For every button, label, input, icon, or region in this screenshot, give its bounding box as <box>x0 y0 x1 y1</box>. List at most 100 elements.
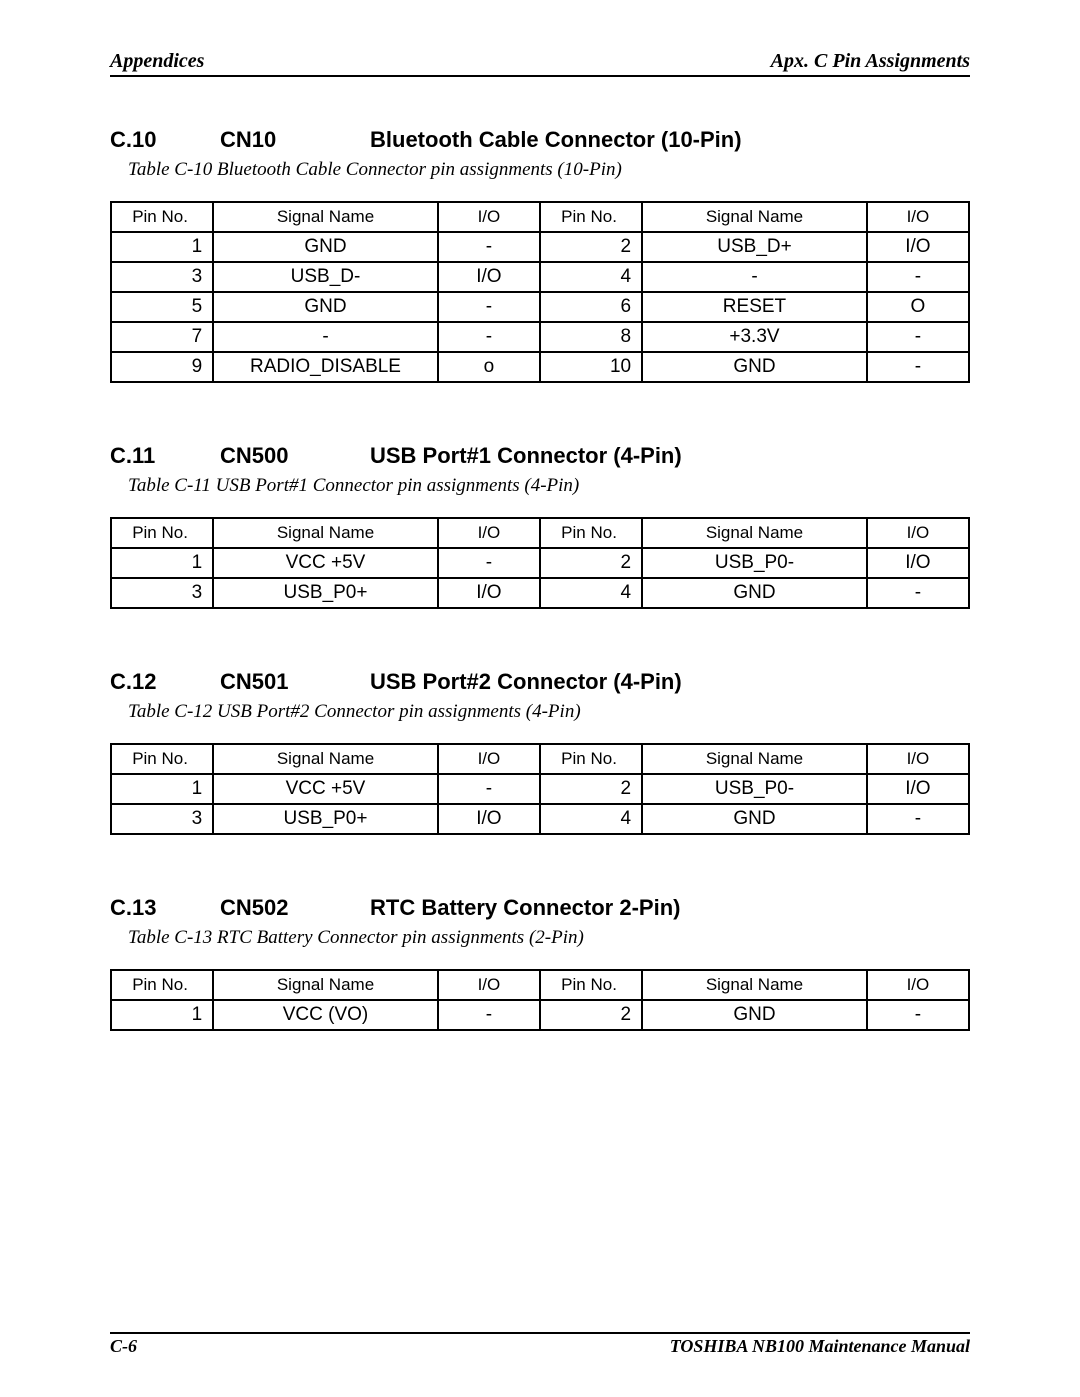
table-cell: 4 <box>540 262 642 292</box>
page-footer: C-6 TOSHIBA NB100 Maintenance Manual <box>110 1332 970 1357</box>
table-cell: +3.3V <box>642 322 867 352</box>
table-cell: o <box>438 352 540 382</box>
table-cell: I/O <box>867 548 969 578</box>
table-cell: USB_P0+ <box>213 804 438 834</box>
section-connector: CN500 <box>220 443 330 469</box>
table-cell: - <box>867 322 969 352</box>
table-header: Signal Name <box>642 518 867 548</box>
table-caption: Table C-13 RTC Battery Connector pin ass… <box>128 927 970 949</box>
table-header: Signal Name <box>642 744 867 774</box>
table-cell: GND <box>642 578 867 608</box>
table-cell: USB_P0- <box>642 774 867 804</box>
section-connector: CN502 <box>220 895 330 921</box>
table-cell: 10 <box>540 352 642 382</box>
table-row: 5GND-6RESETO <box>111 292 969 322</box>
footer-left: C-6 <box>110 1336 137 1357</box>
table-header: I/O <box>867 970 969 1000</box>
sections-container: C.10CN10Bluetooth Cable Connector (10-Pi… <box>110 127 970 1031</box>
table-cell: - <box>438 232 540 262</box>
table-cell: - <box>438 322 540 352</box>
table-cell: - <box>438 292 540 322</box>
pin-table: Pin No.Signal NameI/OPin No.Signal NameI… <box>110 969 970 1031</box>
table-header: Signal Name <box>213 518 438 548</box>
table-header: Signal Name <box>213 970 438 1000</box>
table-row: 3USB_D-I/O4-- <box>111 262 969 292</box>
table-caption: Table C-11 USB Port#1 Connector pin assi… <box>128 475 970 497</box>
table-cell: USB_P0- <box>642 548 867 578</box>
table-cell: - <box>642 262 867 292</box>
table-cell: - <box>867 804 969 834</box>
table-header: Signal Name <box>213 202 438 232</box>
table-row: 1VCC (VO)-2GND- <box>111 1000 969 1030</box>
table-cell: I/O <box>867 232 969 262</box>
table-header: Pin No. <box>111 202 213 232</box>
header-left: Appendices <box>110 50 204 73</box>
table-header: I/O <box>867 202 969 232</box>
section-title: USB Port#1 Connector (4-Pin) <box>370 443 970 469</box>
table-cell: VCC +5V <box>213 774 438 804</box>
table-cell: 1 <box>111 1000 213 1030</box>
section-heading: C.12CN501USB Port#2 Connector (4-Pin) <box>110 669 970 695</box>
table-row: 9RADIO_DISABLEo10GND- <box>111 352 969 382</box>
table-header: Pin No. <box>111 970 213 1000</box>
table-cell: USB_D- <box>213 262 438 292</box>
table-cell: 6 <box>540 292 642 322</box>
table-header: I/O <box>867 744 969 774</box>
table-cell: 2 <box>540 548 642 578</box>
table-cell: - <box>867 262 969 292</box>
table-cell: GND <box>642 352 867 382</box>
table-caption: Table C-10 Bluetooth Cable Connector pin… <box>128 159 970 181</box>
table-row: 1VCC +5V-2USB_P0-I/O <box>111 548 969 578</box>
table-header: Signal Name <box>213 744 438 774</box>
table-row: 1VCC +5V-2USB_P0-I/O <box>111 774 969 804</box>
table-cell: USB_P0+ <box>213 578 438 608</box>
page-header: Appendices Apx. C Pin Assignments <box>110 50 970 77</box>
table-header: I/O <box>438 744 540 774</box>
table-cell: 5 <box>111 292 213 322</box>
table-row: 3USB_P0+I/O4GND- <box>111 578 969 608</box>
table-cell: 4 <box>540 804 642 834</box>
pin-table: Pin No.Signal NameI/OPin No.Signal NameI… <box>110 201 970 383</box>
section: C.12CN501USB Port#2 Connector (4-Pin)Tab… <box>110 669 970 835</box>
table-cell: VCC +5V <box>213 548 438 578</box>
table-cell: GND <box>642 1000 867 1030</box>
table-cell: - <box>867 1000 969 1030</box>
table-header: I/O <box>867 518 969 548</box>
section-number: C.11 <box>110 443 180 469</box>
table-header: Pin No. <box>540 970 642 1000</box>
table-cell: VCC (VO) <box>213 1000 438 1030</box>
table-header: Pin No. <box>540 518 642 548</box>
table-cell: 4 <box>540 578 642 608</box>
table-cell: - <box>213 322 438 352</box>
table-header: Pin No. <box>111 744 213 774</box>
pin-table: Pin No.Signal NameI/OPin No.Signal NameI… <box>110 743 970 835</box>
table-header: Signal Name <box>642 970 867 1000</box>
table-cell: 1 <box>111 548 213 578</box>
table-cell: 1 <box>111 774 213 804</box>
table-cell: 3 <box>111 578 213 608</box>
section: C.10CN10Bluetooth Cable Connector (10-Pi… <box>110 127 970 383</box>
section-title: USB Port#2 Connector (4-Pin) <box>370 669 970 695</box>
table-cell: 7 <box>111 322 213 352</box>
section-number: C.13 <box>110 895 180 921</box>
table-cell: GND <box>213 292 438 322</box>
table-cell: 2 <box>540 1000 642 1030</box>
table-header: I/O <box>438 970 540 1000</box>
section-title: Bluetooth Cable Connector (10-Pin) <box>370 127 970 153</box>
header-right: Apx. C Pin Assignments <box>771 50 970 73</box>
table-cell: 2 <box>540 774 642 804</box>
table-header: Signal Name <box>642 202 867 232</box>
table-cell: - <box>867 578 969 608</box>
table-header: I/O <box>438 518 540 548</box>
table-row: 7--8+3.3V- <box>111 322 969 352</box>
footer-right: TOSHIBA NB100 Maintenance Manual <box>670 1336 970 1357</box>
section-number: C.10 <box>110 127 180 153</box>
table-cell: 8 <box>540 322 642 352</box>
table-cell: 3 <box>111 262 213 292</box>
table-cell: - <box>438 1000 540 1030</box>
table-cell: GND <box>642 804 867 834</box>
pin-table: Pin No.Signal NameI/OPin No.Signal NameI… <box>110 517 970 609</box>
table-cell: 2 <box>540 232 642 262</box>
table-cell: I/O <box>438 804 540 834</box>
table-cell: 3 <box>111 804 213 834</box>
